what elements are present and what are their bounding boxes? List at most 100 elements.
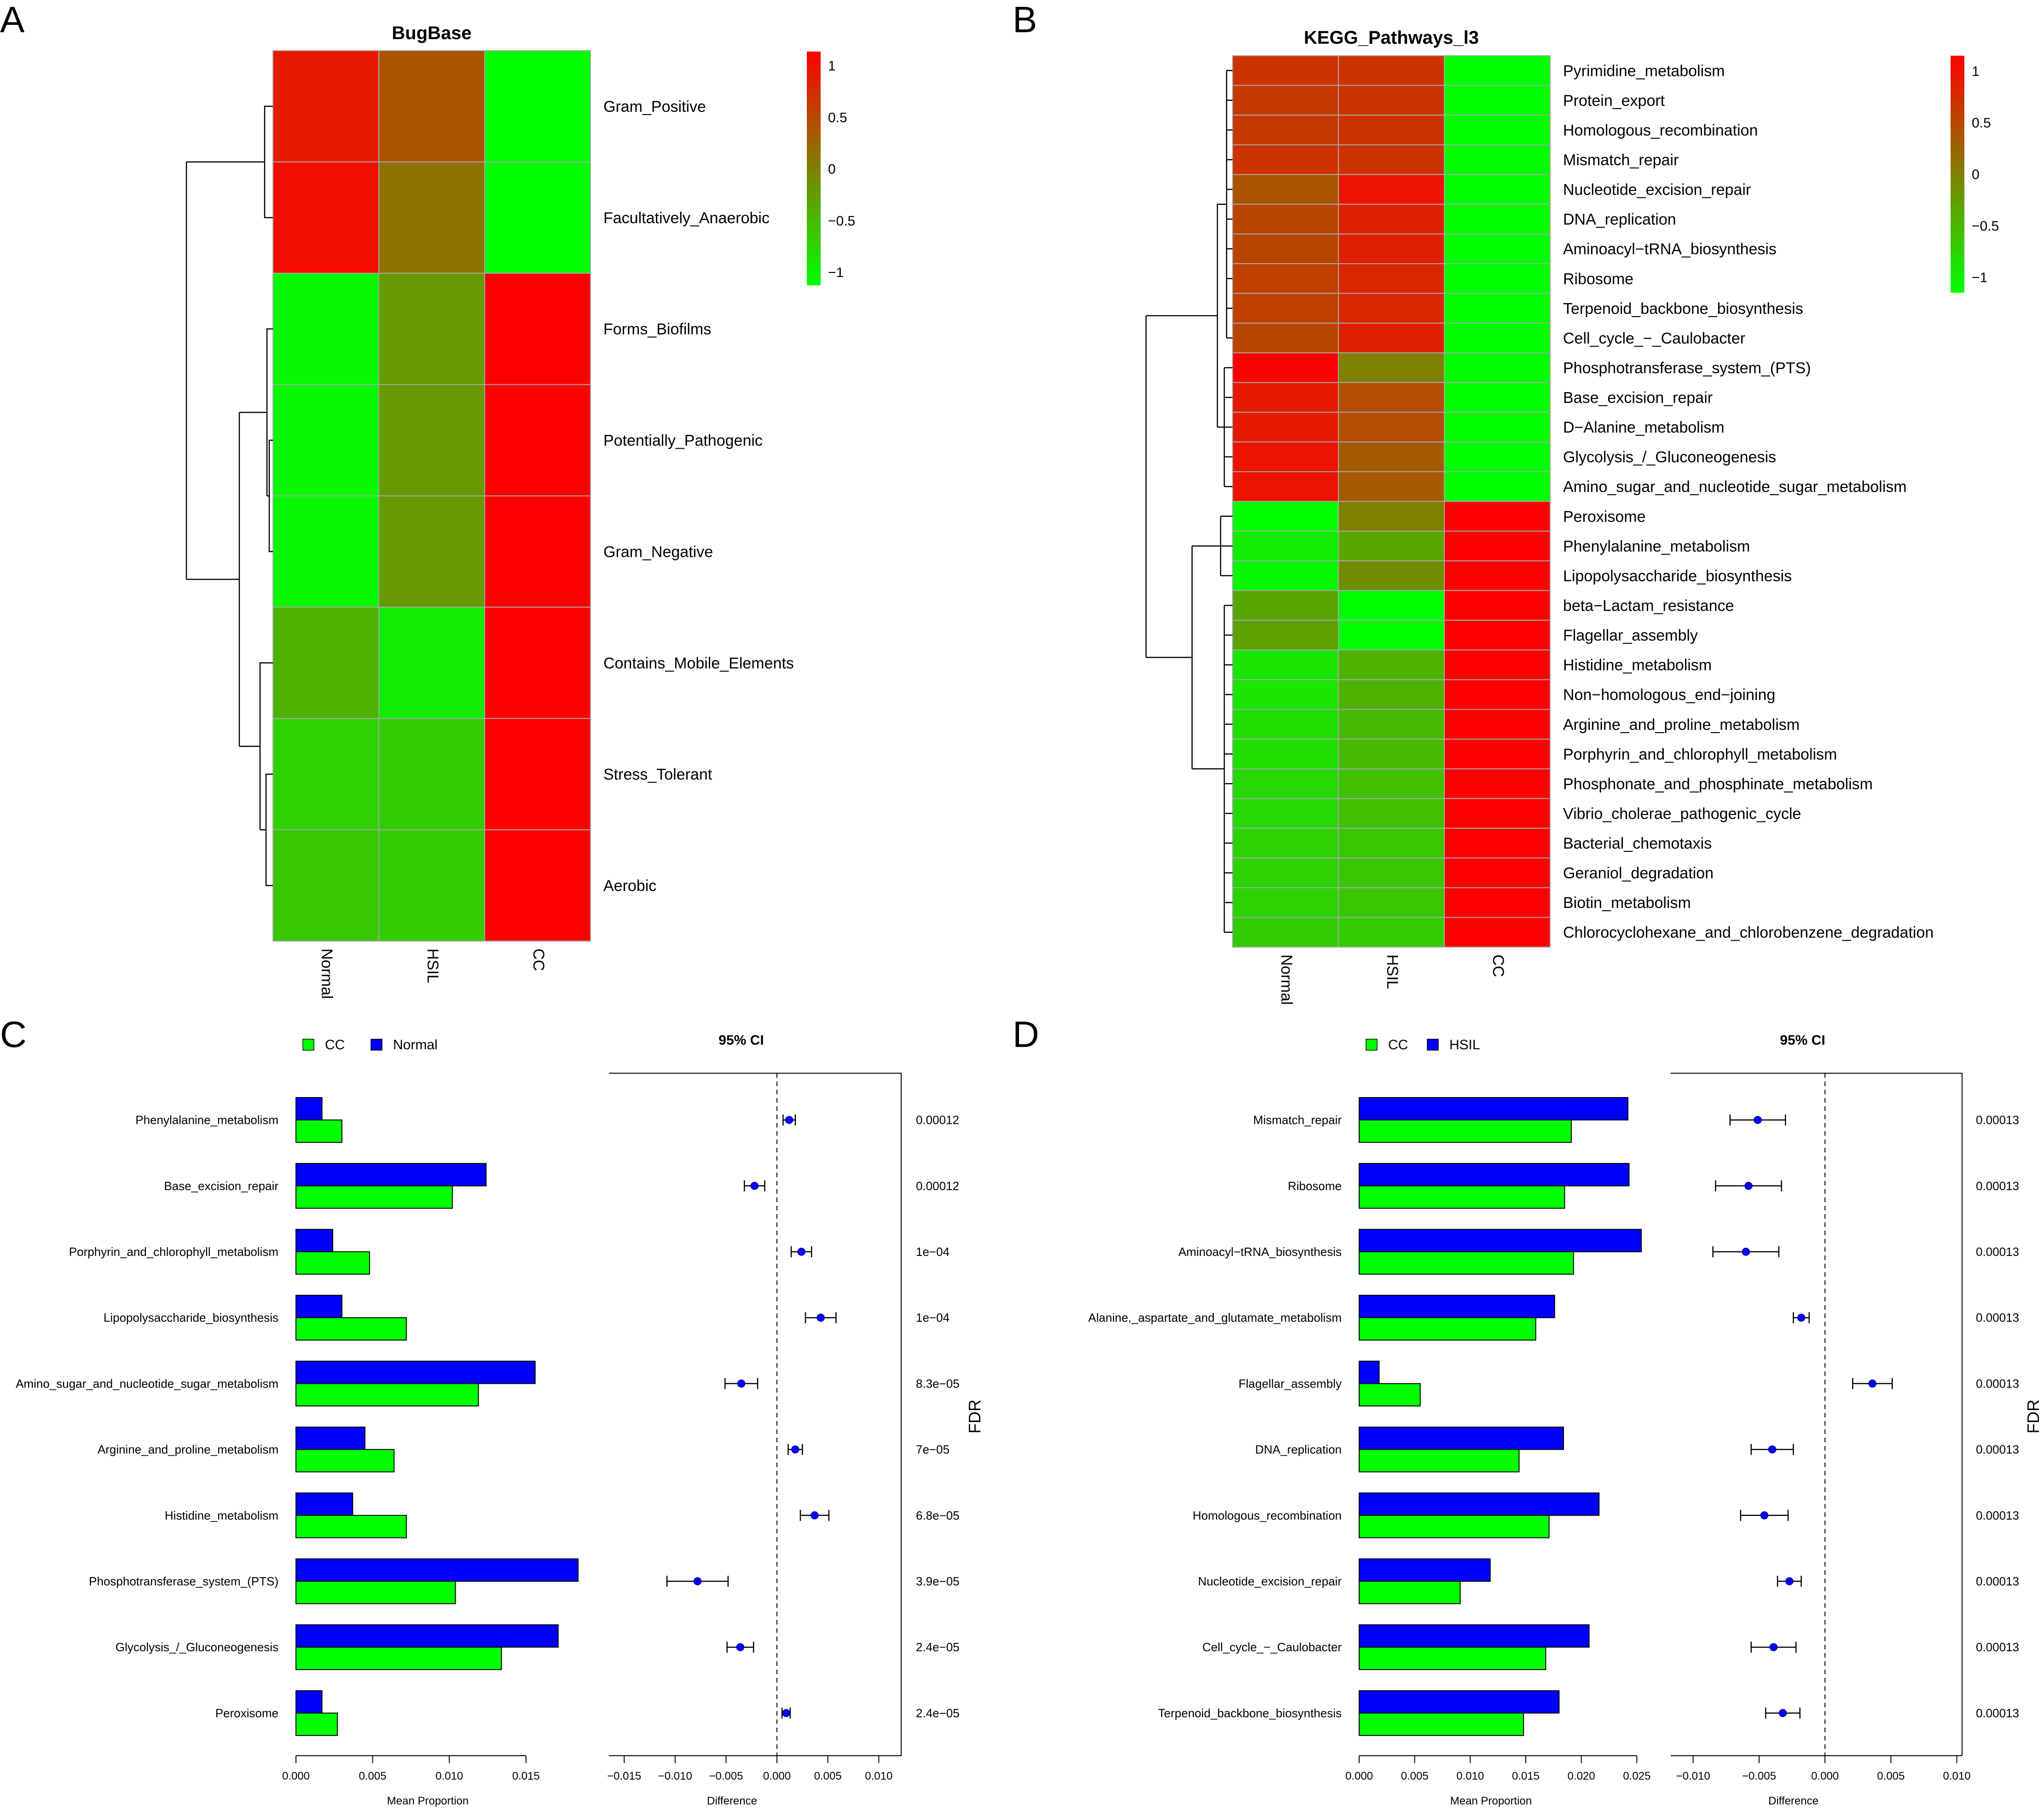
heatmap-cell [1232, 798, 1339, 829]
bar-hsil [1359, 1097, 1629, 1121]
fdr-value: 3.9e−05 [916, 1574, 960, 1588]
heatmap-cell [484, 272, 591, 385]
heatmap-cell [378, 607, 485, 719]
ci-point [1778, 1709, 1787, 1717]
legend-swatch-cc [302, 1039, 314, 1051]
category-label: Base_excision_repair [164, 1179, 278, 1193]
heatmap-cell [1338, 531, 1445, 561]
ci-point [811, 1511, 819, 1520]
bar-cc [295, 1119, 342, 1143]
row-label-geraniol-degradation: Geraniol_degradation [1563, 865, 1714, 882]
bar-x-axis-title: Mean Proportion [387, 1795, 469, 1807]
heatmap-cell [1232, 679, 1339, 710]
bar-cc [1359, 1317, 1536, 1341]
heatmap-cell [1338, 382, 1445, 413]
heatmap-cell [272, 718, 379, 831]
heatmap-cell [1444, 471, 1551, 502]
heatmap-cell [1338, 798, 1445, 829]
bar-cc [295, 1581, 456, 1604]
heatmap-cell [1444, 203, 1551, 235]
ci-point [785, 1116, 793, 1124]
heatmap-cell [1444, 560, 1551, 591]
fdr-value: 0.00013 [1976, 1311, 2019, 1324]
category-label: Peroxisome [215, 1706, 278, 1720]
category-label: DNA_replication [1255, 1443, 1342, 1457]
ci-x-tick-label: −0.005 [709, 1770, 743, 1782]
row-label-non-homologous-end-joining: Non−homologous_end−joining [1563, 686, 1775, 704]
bar-hsil [1359, 1624, 1590, 1648]
fdr-value: 0.00013 [1976, 1376, 2019, 1390]
dendrogram [1145, 70, 1233, 933]
heatmap-cell [1338, 411, 1445, 443]
row-label-glycolysis-gluconeogenesis: Glycolysis_/_Gluconeogenesis [1563, 449, 1776, 466]
heatmap-cell [1338, 55, 1445, 86]
ci-point [816, 1313, 825, 1322]
heatmap-cell [1232, 709, 1339, 740]
category-label: Aminoacyl−tRNA_biosynthesis [1178, 1245, 1342, 1259]
heatmap-cell [1444, 55, 1551, 86]
row-label-contains-mobile-elements: Contains_Mobile_Elements [603, 654, 794, 672]
row-label-bacterial-chemotaxis: Bacterial_chemotaxis [1563, 835, 1712, 852]
row-label-mismatch-repair: Mismatch_repair [1563, 151, 1679, 169]
category-label: Histidine_metabolism [165, 1509, 278, 1522]
fdr-value: 0.00013 [1976, 1443, 2019, 1457]
heatmap-bugbase: BugBase Gram_Positive Facultatively_Anaero… [185, 23, 855, 999]
column-label-hsil: HSIL [424, 948, 441, 983]
row-label-aerobic: Aerobic [603, 877, 656, 895]
row-label-flagellar-assembly: Flagellar_assembly [1563, 627, 1698, 644]
heatmap-cell [484, 495, 591, 608]
heatmap-cell [1444, 679, 1551, 710]
heatmap-cell [1444, 115, 1551, 145]
bar-hsil [1359, 1426, 1564, 1450]
fdr-value: 0.00013 [1976, 1574, 2019, 1588]
heatmap-cell [1232, 827, 1339, 859]
fdr-value: 0.00013 [1976, 1113, 2019, 1127]
row-label-ribosome: Ribosome [1563, 270, 1633, 288]
heatmap-cell [1444, 531, 1551, 561]
fdr-axis-title: FDR [965, 1399, 984, 1434]
heatmap-cell [1444, 441, 1551, 472]
ci-point [1744, 1182, 1753, 1190]
category-label: Porphyrin_and_chlorophyll_metabolism [69, 1245, 278, 1259]
bar-normal [295, 1426, 365, 1450]
heatmap-kegg: KEGG_Pathways_l3 Pyrimidine_metabolism Pro… [1145, 28, 1999, 1005]
heatmap-cell [484, 384, 591, 497]
heatmap-cell [1232, 917, 1339, 948]
category-label: Cell_cycle_−_Caulobacter [1202, 1640, 1342, 1654]
category-label: Phosphotransferase_system_(PTS) [89, 1574, 278, 1588]
heatmap-cell [272, 829, 379, 942]
heatmap-cell [1444, 739, 1551, 769]
heatmap-cell [1338, 144, 1445, 175]
row-label-porphyrin-and-chlorophyll-metabolism: Porphyrin_and_chlorophyll_metabolism [1563, 746, 1837, 763]
heatmap-cell [1444, 501, 1551, 532]
heatmap-cell [1444, 798, 1551, 829]
column-label-cc: CC [530, 948, 547, 971]
ci-x-tick-label: 0.010 [865, 1770, 892, 1782]
row-label-base-excision-repair: Base_excision_repair [1563, 389, 1713, 407]
heatmap-cell [1444, 590, 1551, 621]
bar-cc [1359, 1647, 1546, 1670]
heatmap-cell [1338, 85, 1445, 116]
fdr-value: 0.00013 [1976, 1706, 2019, 1720]
category-label: Phenylalanine_metabolism [135, 1113, 278, 1127]
heatmap-cell [1232, 382, 1339, 413]
heatmap-cell [272, 50, 379, 162]
heatmap-cell [1338, 203, 1445, 235]
heatmap-cell [1444, 411, 1551, 443]
bar-normal [295, 1097, 323, 1121]
row-label-lipopolysaccharide-biosynthesis: Lipopolysaccharide_biosynthesis [1563, 567, 1792, 585]
heatmap-cell [484, 50, 591, 162]
legend-label-cc: CC [325, 1037, 345, 1052]
bar-cc [295, 1712, 338, 1736]
heatmap-cell [1232, 144, 1339, 175]
ci-x-tick-label: 0.000 [763, 1770, 791, 1782]
row-label-potentially-pathogenic: Potentially_Pathogenic [603, 432, 763, 450]
fdr-value: 1e−04 [916, 1245, 950, 1259]
panel-label-c: C [0, 1014, 27, 1055]
bar-x-tick-label: 0.015 [512, 1770, 540, 1782]
row-label-forms-biofilms: Forms_Biofilms [603, 321, 711, 338]
heatmap-cell [378, 384, 485, 497]
row-label-gram-negative: Gram_Negative [603, 543, 713, 561]
ci-point [1742, 1248, 1750, 1256]
row-label-gram-positive: Gram_Positive [603, 98, 706, 116]
